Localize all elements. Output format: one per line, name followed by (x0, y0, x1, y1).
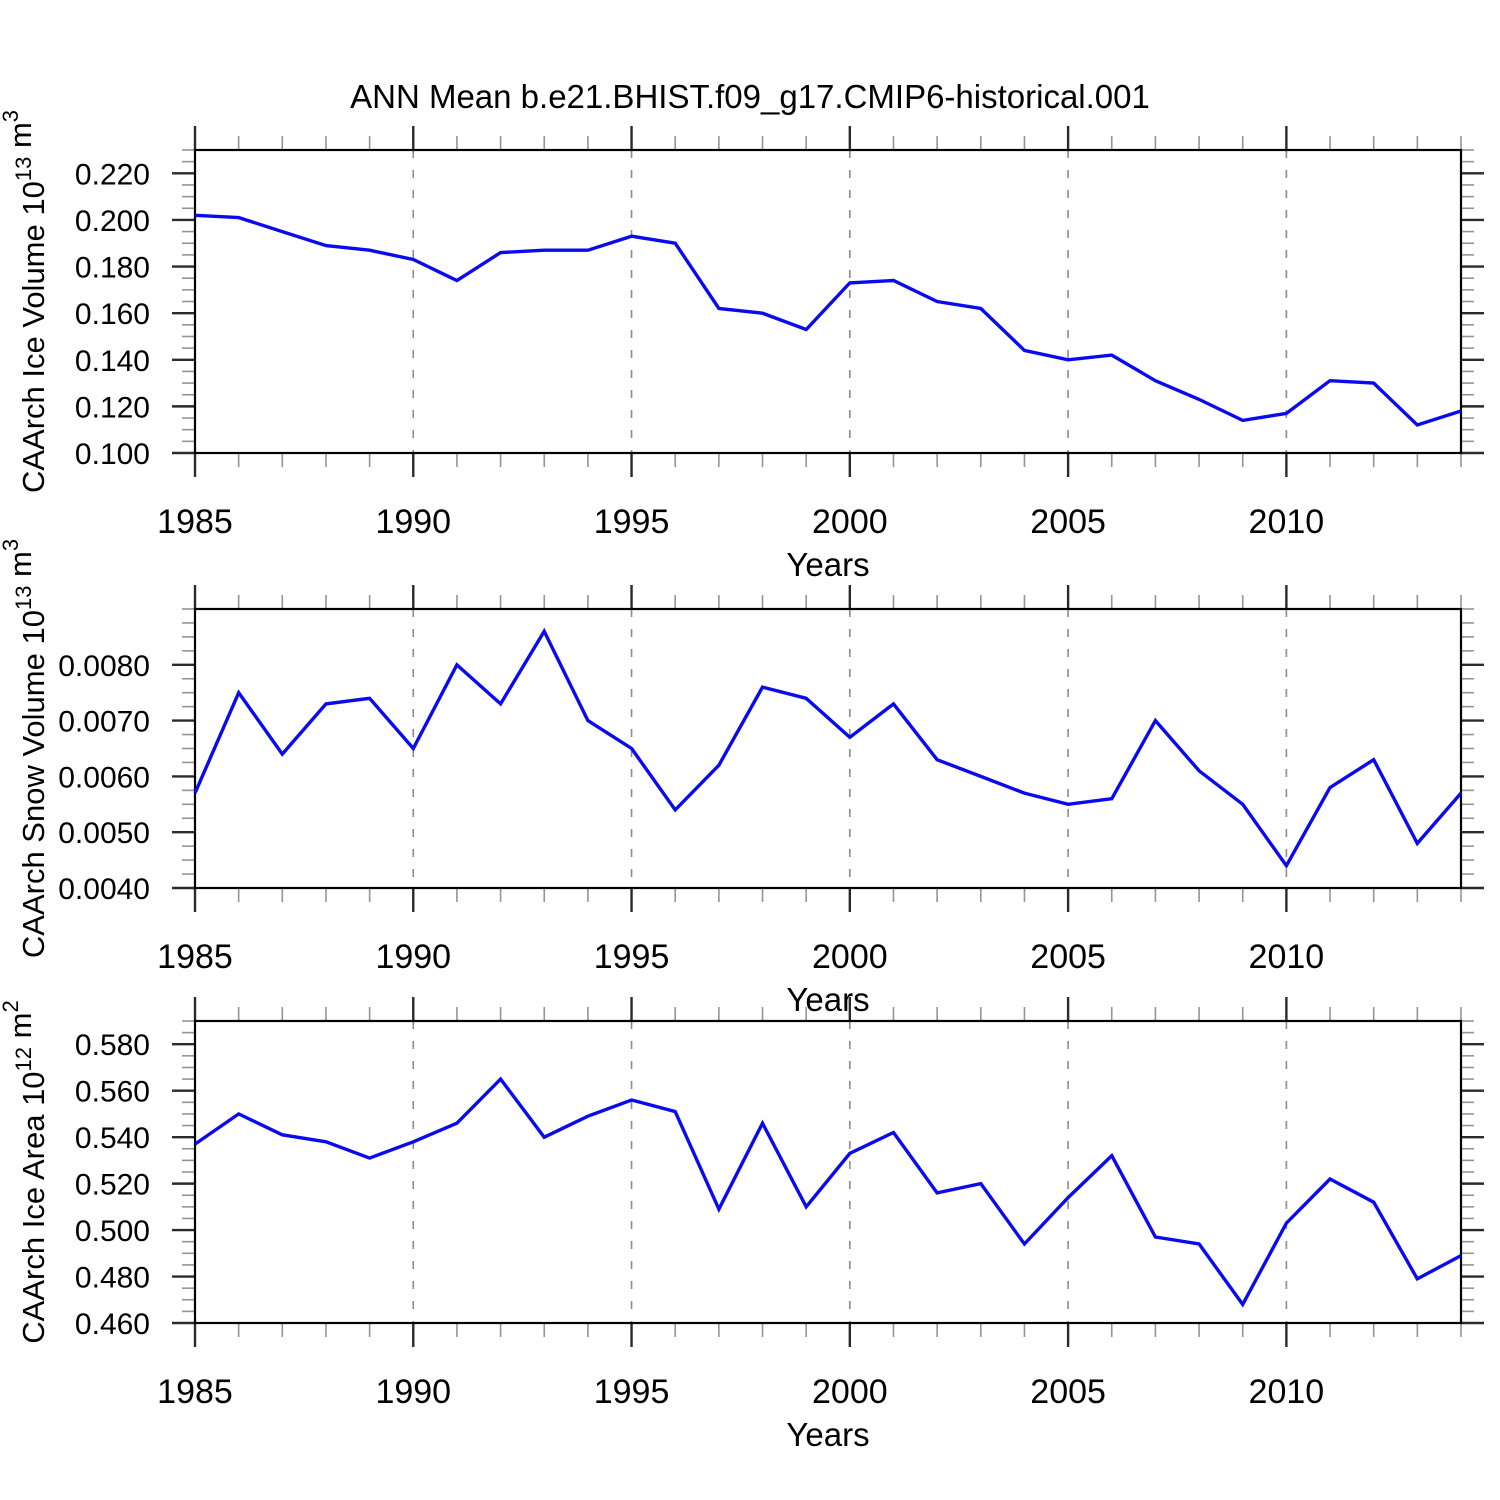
chart-title: ANN Mean b.e21.BHIST.f09_g17.CMIP6-histo… (350, 78, 1150, 115)
x-tick-label: 2010 (1249, 1373, 1325, 1411)
ice-volume-x-axis-title: Years (786, 546, 869, 583)
y-tick-label: 0.120 (75, 391, 150, 424)
ice-volume-panel: 1985 1990 1995 2000 2005 20100.1000.1200.1400… (0, 110, 1484, 583)
y-tick-label: 0.160 (75, 298, 150, 331)
snow-volume-x-axis-title: Years (786, 981, 869, 1018)
ice-volume-y-axis-title: CAArch Ice Volume 1013 m3 (0, 110, 51, 493)
y-tick-label: 0.580 (75, 1029, 150, 1062)
ice-volume-y-tick-labels: 0.100 0.120 0.140 0.160 0.180 0.200 0.220 (75, 158, 150, 471)
y-tick-label: 0.540 (75, 1122, 150, 1155)
ice-area-y-axis-title: CAArch Ice Area 1012 m2 (0, 1000, 51, 1343)
x-tick-label: 1995 (594, 1373, 670, 1411)
y-tick-label: 0.560 (75, 1076, 150, 1109)
ice-area-y-tick-labels: 0.460 0.480 0.500 0.520 0.540 0.560 0.580 (75, 1029, 150, 1341)
ice-volume-line (194, 213, 1462, 427)
ice-area-y-ticks (172, 1020, 1484, 1325)
y-tick-label: 0.140 (75, 345, 150, 378)
x-tick-label: 1985 (157, 938, 233, 976)
y-tick-label: 0.220 (75, 158, 150, 191)
x-tick-label: 2005 (1030, 938, 1106, 976)
ice-area-gridlines (412, 1021, 1288, 1323)
y-tick-label: 0.0070 (58, 706, 150, 739)
x-tick-label: 1990 (375, 1373, 451, 1411)
x-tick-label: 2005 (1030, 503, 1106, 541)
snow-volume-x-ticks (193, 585, 1462, 912)
ice-area-x-axis-title: Years (786, 1416, 869, 1453)
snow-volume-y-ticks (172, 608, 1484, 890)
x-tick-label: 1990 (375, 938, 451, 976)
y-tick-label: 0.0040 (58, 873, 150, 906)
x-tick-label: 1985 (157, 1373, 233, 1411)
snow-volume-panel: 1985 1990 1995 2000 2005 20100.00400.00500.00… (0, 539, 1484, 1018)
snow-volume-x-tick-labels: 1985 1990 1995 2000 2005 2010 (157, 938, 1324, 976)
ice-area-x-tick-labels: 1985 1990 1995 2000 2005 2010 (157, 1373, 1324, 1411)
x-tick-label: 1990 (375, 503, 451, 541)
y-tick-label: 0.200 (75, 205, 150, 238)
x-tick-label: 2010 (1249, 503, 1325, 541)
y-tick-label: 0.460 (75, 1308, 150, 1341)
snow-volume-line (193, 627, 1463, 869)
y-tick-label: 0.500 (75, 1215, 150, 1248)
x-tick-label: 1985 (157, 503, 233, 541)
x-tick-label: 2010 (1249, 938, 1325, 976)
ice-volume-y-ticks (172, 149, 1484, 455)
y-tick-label: 0.0050 (58, 817, 150, 850)
y-tick-label: 0.100 (75, 438, 150, 471)
y-tick-label: 0.0060 (58, 761, 150, 794)
snow-volume-y-axis-title: CAArch Snow Volume 1013 m3 (0, 539, 51, 958)
ice-volume-plot-border (193, 148, 1463, 455)
y-tick-label: 0.520 (75, 1169, 150, 1202)
x-tick-label: 1995 (594, 938, 670, 976)
ice-area-x-ticks (193, 997, 1462, 1347)
ice-area-line (194, 1076, 1462, 1308)
ice-area-plot-border (193, 1019, 1463, 1325)
y-tick-label: 0.0080 (58, 650, 150, 683)
ice-volume-gridlines (412, 150, 1288, 453)
x-tick-label: 2000 (812, 1373, 888, 1411)
y-tick-label: 0.180 (75, 252, 150, 285)
snow-volume-plot-border (193, 607, 1463, 890)
ice-volume-x-ticks (193, 126, 1462, 477)
ice-area-panel: 1985 1990 1995 2000 2005 20100.4600.4800.5000… (0, 997, 1484, 1453)
x-tick-label: 2000 (812, 938, 888, 976)
x-tick-label: 1995 (594, 503, 670, 541)
snow-volume-y-tick-labels: 0.0040 0.0050 0.0060 0.0070 0.0080 (58, 650, 150, 906)
x-tick-label: 2005 (1030, 1373, 1106, 1411)
y-tick-label: 0.480 (75, 1262, 150, 1295)
x-tick-label: 2000 (812, 503, 888, 541)
snow-volume-gridlines (412, 609, 1288, 888)
ice-volume-x-tick-labels: 1985 1990 1995 2000 2005 2010 (157, 503, 1324, 541)
